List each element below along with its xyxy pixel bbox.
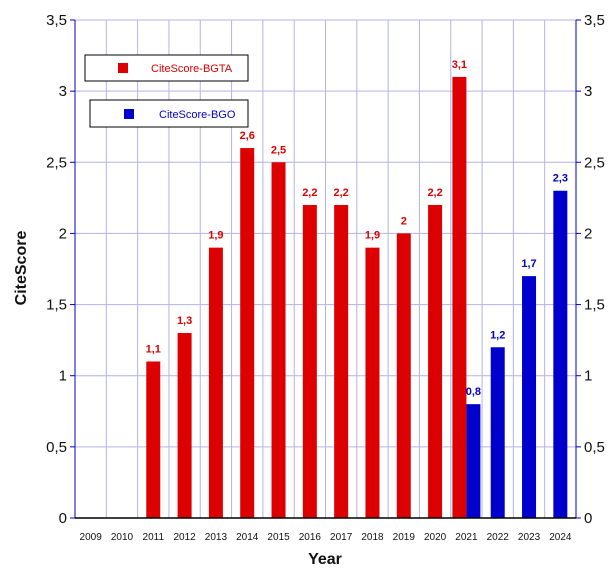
bar-bgta-2013 bbox=[208, 247, 223, 518]
bar-bgta-2019 bbox=[396, 233, 411, 518]
legend-bgta-swatch bbox=[118, 63, 128, 73]
axes bbox=[70, 19, 581, 519]
x-tick-label-2011: 2011 bbox=[143, 532, 165, 543]
legend-bgta-box bbox=[84, 54, 249, 82]
legend-bgo: CiteScore-BGO bbox=[89, 99, 249, 128]
x-tick-label-2010: 2010 bbox=[111, 532, 134, 543]
bars bbox=[146, 76, 568, 519]
data-label-bgta-2020: 2,2 bbox=[427, 187, 442, 199]
x-tick-label-2013: 2013 bbox=[205, 532, 228, 543]
legend-bgo-label: CiteScore-BGO bbox=[159, 109, 236, 121]
x-tick-label-2012: 2012 bbox=[173, 532, 196, 543]
y-axis-title: CiteScore bbox=[13, 231, 30, 306]
data-label-bgta-2019: 2 bbox=[401, 215, 407, 227]
data-label-bgta-2012: 1,3 bbox=[177, 315, 192, 327]
y-tick-label-right: 0 bbox=[584, 510, 592, 527]
bar-bgta-2018 bbox=[365, 247, 380, 518]
y-tick-label-left: 1 bbox=[59, 368, 67, 385]
data-label-bgta-2015: 2,5 bbox=[271, 144, 286, 156]
data-label-bgta-2011: 1,1 bbox=[146, 343, 161, 355]
y-tick-label-right: 1 bbox=[584, 368, 592, 385]
tick-labels: 0 0 0,5 0,5 1 1 1,5 1,5 2 2 2,5 2,5 3 3 3,5 3,5 2009 2010… bbox=[46, 12, 605, 543]
x-tick-label-2019: 2019 bbox=[393, 532, 416, 543]
bar-bgo-2023 bbox=[522, 276, 537, 518]
y-tick-label-right: 0,5 bbox=[584, 439, 605, 456]
y-tick-label-left: 0,5 bbox=[46, 439, 67, 456]
x-tick-label-2009: 2009 bbox=[80, 532, 103, 543]
bar-bgta-2016 bbox=[302, 204, 317, 518]
x-tick-label-2024: 2024 bbox=[549, 532, 572, 543]
data-label-bgta-2017: 2,2 bbox=[334, 187, 349, 199]
y-tick-label-right: 3,5 bbox=[584, 12, 605, 29]
y-tick-label-right: 2 bbox=[584, 225, 592, 242]
legend-bgo-swatch bbox=[124, 109, 134, 119]
x-tick-label-2015: 2015 bbox=[267, 532, 290, 543]
y-tick-label-left: 0 bbox=[59, 510, 67, 527]
bar-bgo-2022 bbox=[490, 347, 505, 518]
legend-bgta-label: CiteScore-BGTA bbox=[151, 63, 233, 75]
data-label-bgta-2018: 1,9 bbox=[365, 230, 380, 242]
bar-bgo-2024 bbox=[553, 190, 568, 518]
data-labels: 1,1 1,3 1,9 2,6 2,5 2,2 2,2 1,9 2 2,2 3,1 0,8 1,2 1,7… bbox=[146, 59, 568, 398]
data-label-bgo-2022: 1,2 bbox=[490, 329, 505, 341]
y-tick-label-right: 1,5 bbox=[584, 297, 605, 314]
legend-bgta: CiteScore-BGTA bbox=[84, 54, 249, 82]
data-label-bgo-2023: 1,7 bbox=[521, 258, 536, 270]
x-tick-label-2017: 2017 bbox=[330, 532, 353, 543]
data-label-bgo-2021: 0,8 bbox=[466, 386, 481, 398]
y-tick-label-right: 3 bbox=[584, 83, 592, 100]
bar-bgta-2020 bbox=[428, 204, 443, 518]
x-tick-label-2020: 2020 bbox=[424, 532, 447, 543]
y-tick-label-left: 3 bbox=[59, 83, 67, 100]
y-tick-label-right: 2,5 bbox=[584, 154, 605, 171]
bar-bgo-2021 bbox=[466, 404, 481, 518]
y-tick-label-left: 2 bbox=[59, 225, 67, 242]
x-tick-label-2014: 2014 bbox=[236, 532, 259, 543]
bar-bgta-2011 bbox=[146, 361, 161, 518]
y-tick-label-left: 2,5 bbox=[46, 154, 67, 171]
bar-bgta-2021 bbox=[452, 76, 467, 519]
bar-bgta-2012 bbox=[177, 333, 192, 518]
data-label-bgta-2016: 2,2 bbox=[302, 187, 317, 199]
bar-bgta-2014 bbox=[240, 148, 255, 519]
data-label-bgta-2021: 3,1 bbox=[452, 59, 467, 71]
data-label-bgta-2014: 2,6 bbox=[240, 130, 255, 142]
x-tick-label-2023: 2023 bbox=[518, 532, 541, 543]
data-label-bgo-2024: 2,3 bbox=[553, 173, 568, 185]
x-tick-label-2018: 2018 bbox=[361, 532, 384, 543]
x-tick-label-2022: 2022 bbox=[487, 532, 510, 543]
y-tick-label-left: 1,5 bbox=[46, 297, 67, 314]
x-axis-title: Year bbox=[308, 551, 342, 568]
bar-bgta-2017 bbox=[334, 204, 349, 518]
y-tick-label-left: 3,5 bbox=[46, 12, 67, 29]
bar-bgta-2015 bbox=[271, 162, 286, 519]
legend-bgo-box bbox=[89, 99, 249, 128]
x-tick-label-2016: 2016 bbox=[299, 532, 322, 543]
data-label-bgta-2013: 1,9 bbox=[208, 230, 223, 242]
x-tick-label-2021: 2021 bbox=[455, 532, 478, 543]
